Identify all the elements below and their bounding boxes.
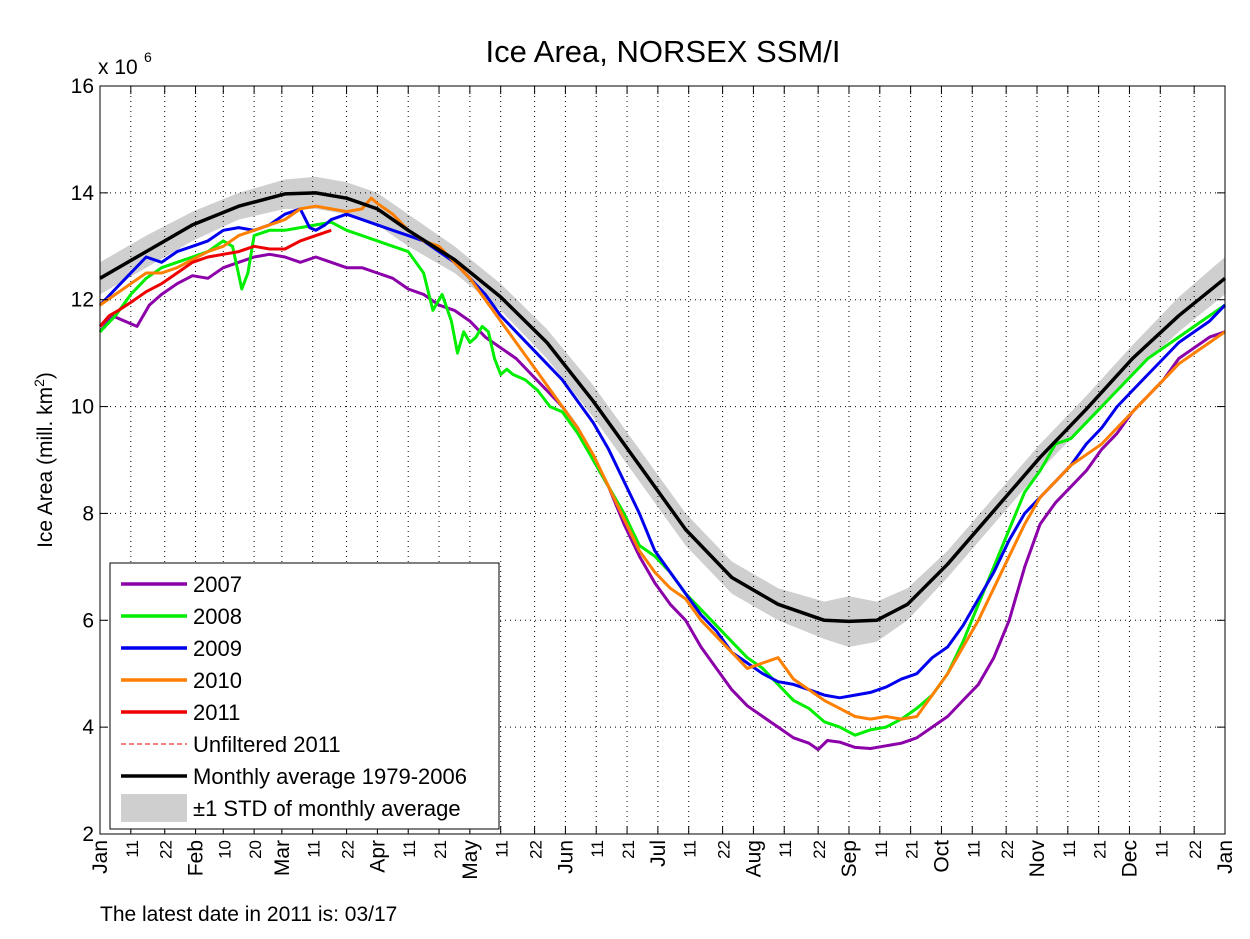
x-tick-label-day: 11 [1152, 840, 1171, 858]
x-tick-label-day: 22 [157, 840, 176, 859]
legend-swatch-std [121, 794, 187, 822]
y-tick-label: 4 [82, 716, 94, 739]
x-tick-label-day: 22 [810, 840, 829, 859]
x-tick-label-month: Jan [89, 840, 112, 874]
latest-date-note: The latest date in 2011 is: 03/17 [100, 903, 398, 926]
y-tick-label: 6 [82, 609, 94, 632]
y-tick-label: 12 [71, 289, 94, 312]
legend-label-1-std-of-monthly-average: ±1 STD of monthly average [193, 796, 461, 821]
legend-label-2007: 2007 [193, 572, 242, 597]
x-tick-label-month: Oct [930, 840, 953, 873]
legend: 2007 2008 2009 2010 2011 Unfiltered 2011 Month… [109, 562, 500, 830]
x-tick-label-month: Dec [1118, 840, 1141, 877]
y-axis-label: Ice Area (mill. km2) [31, 372, 57, 548]
x-tick-label-month: Jul [647, 840, 670, 867]
series-line-2009 [98, 207, 1227, 700]
x-tick-label-day: 22 [998, 840, 1017, 859]
x-tick-label-month: Jan [1214, 840, 1237, 874]
x-tick-label-day: 11 [305, 840, 324, 858]
y-tick-label: 14 [71, 182, 95, 205]
x-tick-label-day: 22 [1186, 840, 1205, 859]
x-tick-label-day: 21 [1091, 840, 1110, 859]
series-line-2010 [99, 196, 1226, 721]
y-axis-label-close: ) [34, 372, 57, 379]
series-line-2008 [98, 220, 1226, 737]
x-tick-label-day: 11 [493, 840, 512, 858]
x-tick-label-month: Feb [185, 840, 208, 876]
y-tick-label: 10 [71, 396, 94, 419]
x-tick-label-month: Nov [1026, 840, 1049, 878]
x-tick-label-month: Aug [742, 840, 765, 877]
y-tick-label: 16 [71, 75, 94, 98]
x-tick-label-day: 11 [1060, 840, 1079, 858]
series-line-unfiltered-2011 [99, 229, 332, 327]
x-tick-label-day: 11 [123, 840, 142, 858]
x-tick-label-month: Jun [554, 840, 577, 874]
series-line-2007 [98, 252, 1226, 752]
std-band [100, 176, 1225, 648]
y-tick-label: 2 [82, 823, 94, 846]
x-tick-label-day: 22 [339, 840, 358, 859]
legend-label-monthly-average-1979-2006: Monthly average 1979-2006 [193, 764, 467, 789]
x-tick-label-day: 10 [215, 840, 234, 859]
legend-label-unfiltered-2011: Unfiltered 2011 [193, 732, 341, 757]
x-tick-label-day: 11 [681, 840, 700, 858]
x-tick-label-month: Mar [271, 840, 294, 876]
y-axis-label-sup: 2 [31, 379, 47, 387]
x-tick-label-day: 11 [400, 840, 419, 858]
x-tick-label-day: 20 [246, 840, 265, 859]
legend-label-2010: 2010 [193, 668, 242, 693]
x-tick-label-day: 11 [588, 840, 607, 858]
legend-box [109, 562, 500, 830]
x-tick-label-day: 21 [619, 840, 638, 859]
series-line-monthly-average-1979-2006 [99, 191, 1227, 624]
x-tick-label-day: 11 [964, 840, 983, 858]
x-tick-label-month: Sep [838, 840, 861, 877]
y-tick-label: 8 [82, 502, 94, 525]
y-exponent: x 10 6 [98, 49, 152, 79]
y-axis-label-text: Ice Area (mill. km [34, 387, 57, 548]
legend-label-2008: 2008 [193, 604, 242, 629]
chart-title: Ice Area, NORSEX SSM/I [486, 34, 841, 69]
x-tick-label-day: 11 [776, 840, 795, 858]
x-tick-label-month: May [459, 840, 482, 880]
x-tick-label-day: 11 [872, 840, 891, 858]
x-tick-label-day: 22 [715, 840, 734, 859]
plot-area-frame [99, 85, 1226, 835]
x-tick-label-day: 22 [527, 840, 546, 859]
legend-label-2009: 2009 [193, 636, 242, 661]
x-tick-label-month: Apr [366, 840, 389, 873]
legend-label-2011: 2011 [193, 700, 240, 725]
x-tick-label-day: 21 [903, 840, 922, 859]
y-exponent-power: 6 [144, 49, 152, 65]
y-exponent-base: x 10 [98, 56, 138, 79]
x-tick-label-day: 21 [431, 840, 450, 859]
